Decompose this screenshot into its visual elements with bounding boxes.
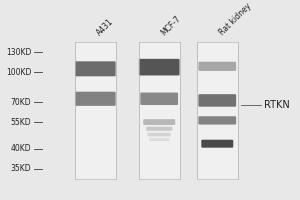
FancyBboxPatch shape (149, 138, 169, 141)
Text: 70KD: 70KD (11, 98, 32, 107)
Text: 40KD: 40KD (11, 144, 32, 153)
FancyBboxPatch shape (143, 119, 175, 125)
FancyBboxPatch shape (139, 42, 179, 179)
FancyBboxPatch shape (198, 116, 236, 125)
Text: Rat kidney: Rat kidney (217, 2, 253, 37)
FancyBboxPatch shape (198, 62, 236, 71)
Text: 55KD: 55KD (11, 118, 32, 127)
Text: 35KD: 35KD (11, 164, 32, 173)
FancyBboxPatch shape (139, 59, 179, 75)
FancyBboxPatch shape (148, 133, 171, 136)
FancyBboxPatch shape (75, 42, 116, 179)
FancyBboxPatch shape (75, 61, 116, 76)
Text: A431: A431 (95, 17, 116, 37)
FancyBboxPatch shape (197, 42, 238, 179)
FancyBboxPatch shape (75, 92, 116, 106)
FancyBboxPatch shape (146, 127, 172, 131)
FancyBboxPatch shape (201, 140, 233, 148)
Text: 100KD: 100KD (6, 68, 31, 77)
Text: MCF-7: MCF-7 (159, 14, 182, 37)
FancyBboxPatch shape (140, 93, 178, 105)
Text: RTKN: RTKN (264, 100, 290, 110)
FancyBboxPatch shape (198, 94, 236, 107)
Text: 130KD: 130KD (6, 48, 31, 57)
